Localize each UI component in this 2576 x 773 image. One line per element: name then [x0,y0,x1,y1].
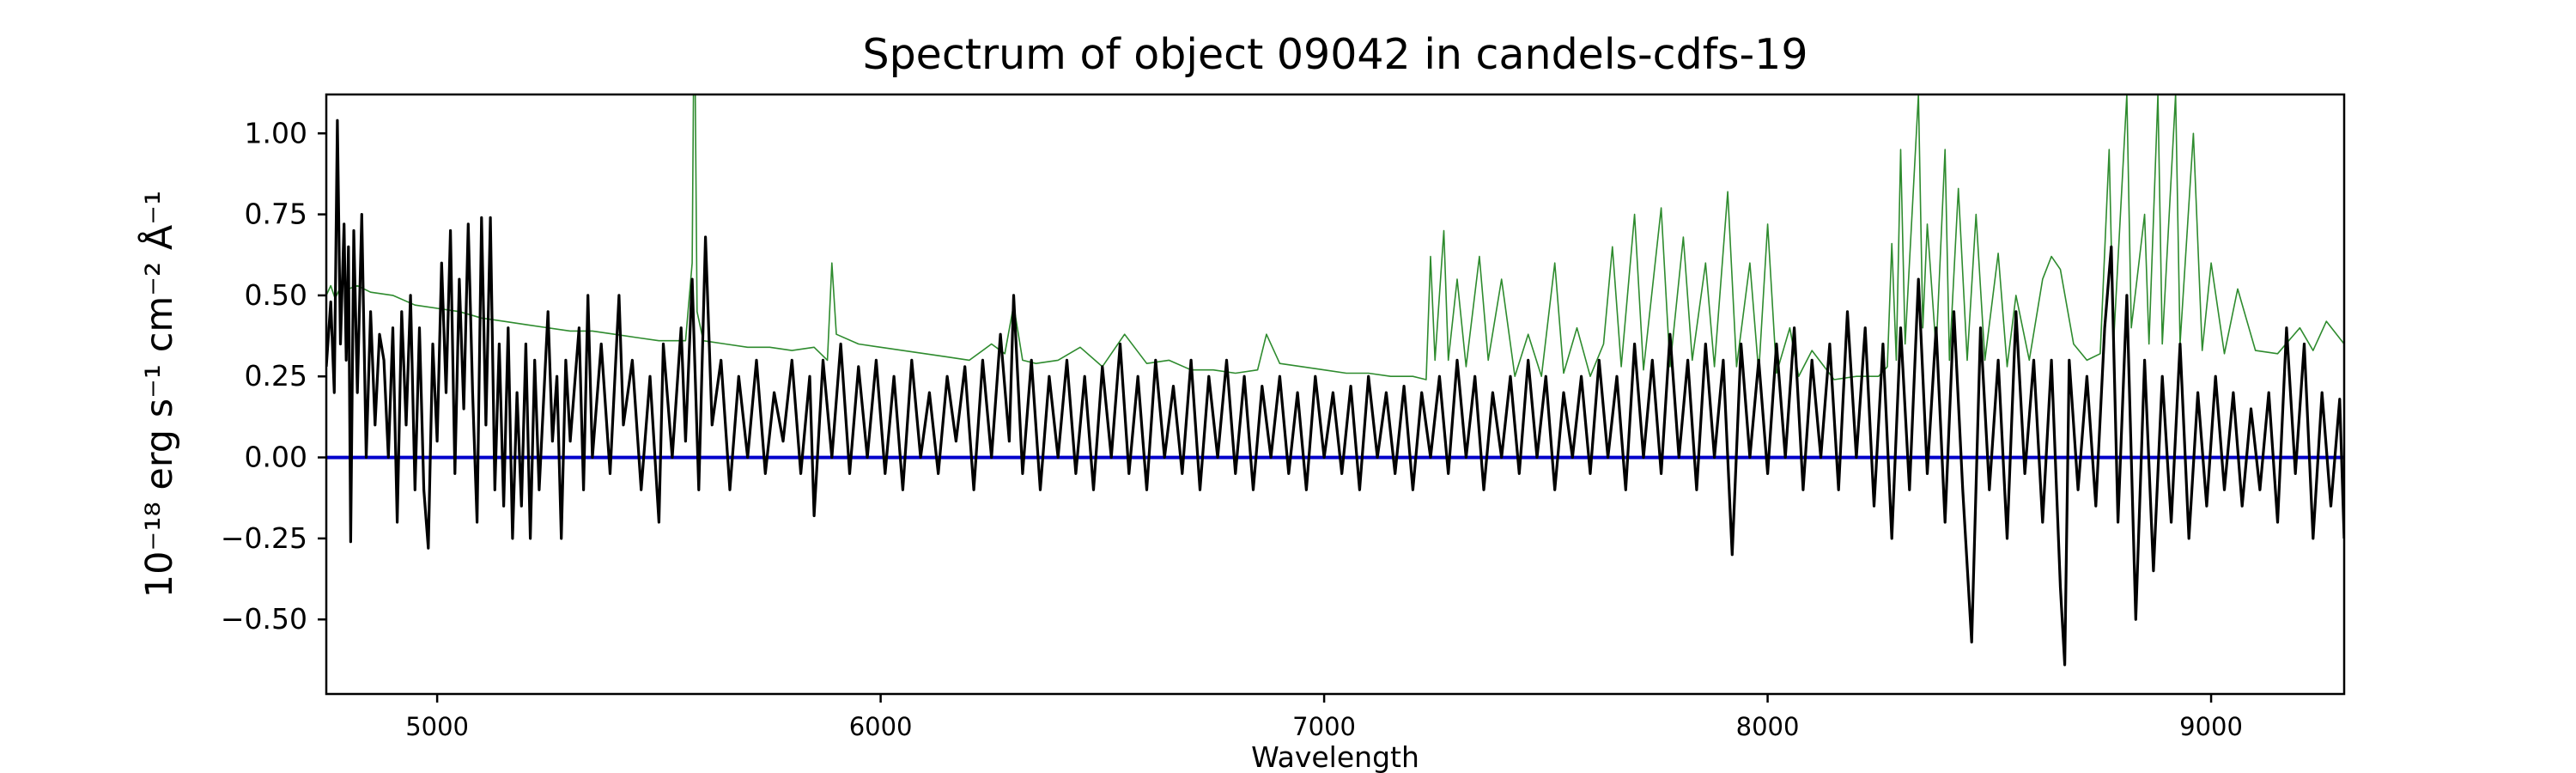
y-tick-label: 1.00 [245,116,307,149]
series-layer [326,94,2344,666]
y-tick-label: 0.25 [245,359,307,393]
x-axis-label: Wavelength [1251,740,1419,773]
y-tick-label: −0.50 [221,602,307,636]
y-tick-label: −0.25 [221,521,307,555]
x-tick-label: 5000 [405,712,469,741]
x-tick-label: 7000 [1292,712,1356,741]
series-line-flux [326,119,2344,666]
x-axis: 5000 6000 7000 8000 9000 [405,694,2243,741]
chart-title: Spectrum of object 09042 in candels-cdfs… [862,30,1807,79]
series-line-error [326,94,2344,380]
y-axis: −0.50 −0.25 0.00 0.25 0.50 0.75 1.00 [221,116,326,636]
y-tick-label: 0.75 [245,198,307,231]
y-axis-label: 10⁻¹⁸ erg s⁻¹ cm⁻² Å⁻¹ [137,191,181,598]
x-tick-label: 8000 [1736,712,1800,741]
plot-frame [325,93,2346,696]
x-tick-label: 9000 [2179,712,2243,741]
y-tick-label: 0.50 [245,278,307,312]
x-tick-label: 6000 [849,712,913,741]
y-tick-label: 0.00 [245,441,307,474]
